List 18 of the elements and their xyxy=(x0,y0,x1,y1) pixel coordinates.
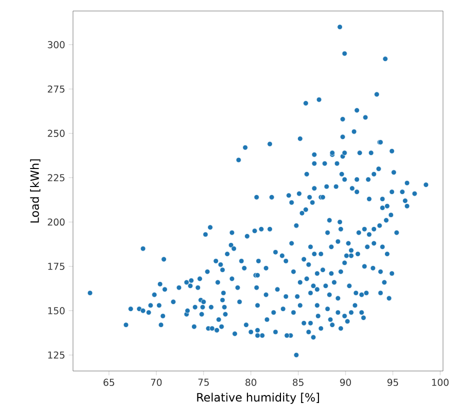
y-tick-label: 200 xyxy=(48,218,65,226)
y-tick-label: 275 xyxy=(48,85,64,93)
y-tick-label: 225 xyxy=(48,174,64,182)
x-tick-label: 85 xyxy=(292,378,304,386)
x-axis-title: Relative humidity [%] xyxy=(197,392,319,404)
x-tick-label: 100 xyxy=(432,378,449,386)
y-tick-label: 150 xyxy=(48,307,65,314)
x-tick-label: 70 xyxy=(151,378,162,386)
x-tick-label: 65 xyxy=(104,378,114,386)
y-tick-label: 250 xyxy=(48,130,65,137)
x-tick-label: 80 xyxy=(246,378,256,386)
y-axis-title: Load [kWh] xyxy=(30,159,40,223)
y-tick-label: 300 xyxy=(48,41,65,48)
y-tick-label: 125 xyxy=(48,351,64,359)
y-tick-label: 175 xyxy=(48,262,64,270)
x-tick-label: 75 xyxy=(198,378,209,386)
x-tick-label: 90 xyxy=(340,378,351,386)
x-tick-label: 95 xyxy=(387,378,398,386)
